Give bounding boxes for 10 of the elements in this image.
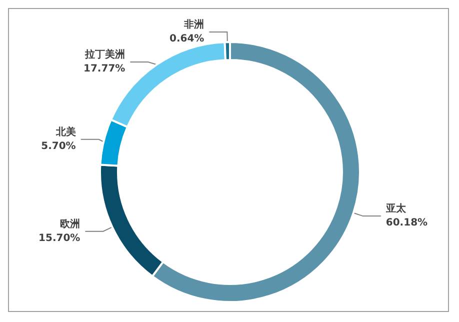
data-label: 0.64%: [169, 34, 204, 45]
slice-label: 拉丁美洲: [84, 48, 126, 61]
data-label: 15.70%: [38, 232, 80, 244]
slice-label: 北美: [54, 126, 76, 138]
slice-label: 非洲: [183, 18, 204, 31]
data-label: 60.18%: [386, 218, 428, 229]
slice-label: 亚太: [384, 202, 407, 215]
data-label: 5.70%: [41, 140, 76, 152]
slice-label: 欧洲: [60, 218, 80, 230]
data-label: 17.77%: [84, 64, 126, 75]
